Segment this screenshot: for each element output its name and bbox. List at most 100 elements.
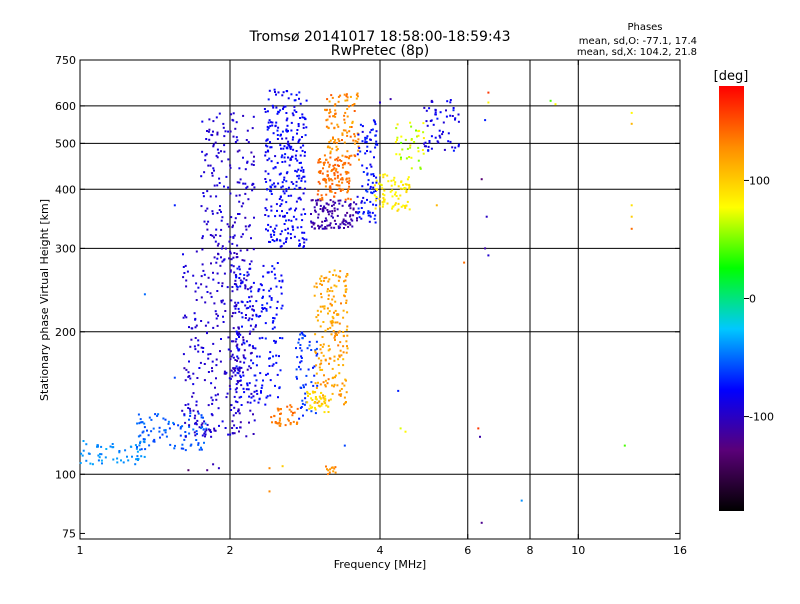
data-point [250,151,253,154]
data-point [397,389,400,392]
data-point [259,283,262,286]
data-point [387,180,390,183]
data-point [332,203,335,206]
data-point [269,233,272,236]
data-point [276,129,279,132]
data-point [376,143,379,146]
data-point [397,197,400,200]
data-point [343,141,346,144]
data-point [139,440,142,443]
data-point [285,112,288,114]
data-point [294,154,297,157]
data-point [342,218,345,221]
data-point [335,313,338,316]
data-point [211,174,214,177]
data-point [328,165,331,168]
data-point [406,200,409,203]
data-point [322,354,325,357]
data-point [299,117,302,119]
data-point [331,210,334,213]
data-point [205,285,208,288]
data-point [274,421,277,424]
data-point [239,374,242,377]
data-point [355,93,358,96]
data-point [238,332,241,335]
data-point [321,220,324,223]
data-point [184,404,187,406]
data-point [248,224,251,227]
y-tick-label: 300 [55,242,76,255]
data-point [219,350,221,353]
data-point [211,212,214,215]
data-point [451,115,454,117]
data-point [304,392,307,395]
data-point [369,185,372,188]
data-point [332,274,335,276]
data-point [369,215,372,218]
data-point [327,344,330,347]
data-point [158,426,161,429]
data-point [331,169,334,171]
data-point [214,310,217,313]
data-point [335,285,338,288]
data-point [327,210,330,213]
data-point [275,93,277,96]
data-point [319,198,322,201]
data-point [283,192,286,195]
data-point [268,240,270,243]
data-point [143,455,146,458]
data-point [281,304,284,307]
data-point [206,190,209,193]
data-point [237,333,239,336]
data-point [240,281,243,284]
data-point [245,228,248,231]
data-point [183,272,186,274]
data-point [304,134,307,137]
data-point [274,166,277,169]
data-point [273,339,276,342]
data-point [343,121,346,124]
data-point [312,221,314,224]
data-point [79,462,82,464]
data-point [142,438,145,441]
data-point [230,369,233,372]
data-point [371,211,374,214]
data-point [382,203,385,206]
data-point [271,321,274,324]
data-point [277,409,280,412]
data-point [80,452,83,455]
data-point [262,289,265,292]
data-point [173,204,176,207]
data-point [245,307,248,310]
data-point [416,135,418,138]
data-point [314,406,316,409]
data-point [244,304,247,307]
data-point [374,134,377,137]
data-point [315,340,318,343]
data-point [310,213,312,215]
data-point [325,193,328,196]
data-point [344,291,347,293]
data-point [381,201,384,204]
data-point [267,215,270,218]
data-point [162,417,165,420]
data-point [417,146,420,149]
data-point [344,111,347,114]
data-point [345,340,348,343]
data-point [314,210,317,213]
data-point [237,213,239,215]
data-point [282,91,285,94]
data-point [339,159,341,162]
data-point [326,290,329,293]
data-point [194,414,197,417]
data-point [314,391,317,394]
data-point [277,126,280,129]
data-point [279,245,282,248]
data-point [319,282,322,285]
data-point [276,422,279,425]
data-point [322,161,325,164]
data-point [375,176,378,179]
data-point [220,228,223,231]
data-point [223,144,226,147]
data-point [252,362,255,365]
